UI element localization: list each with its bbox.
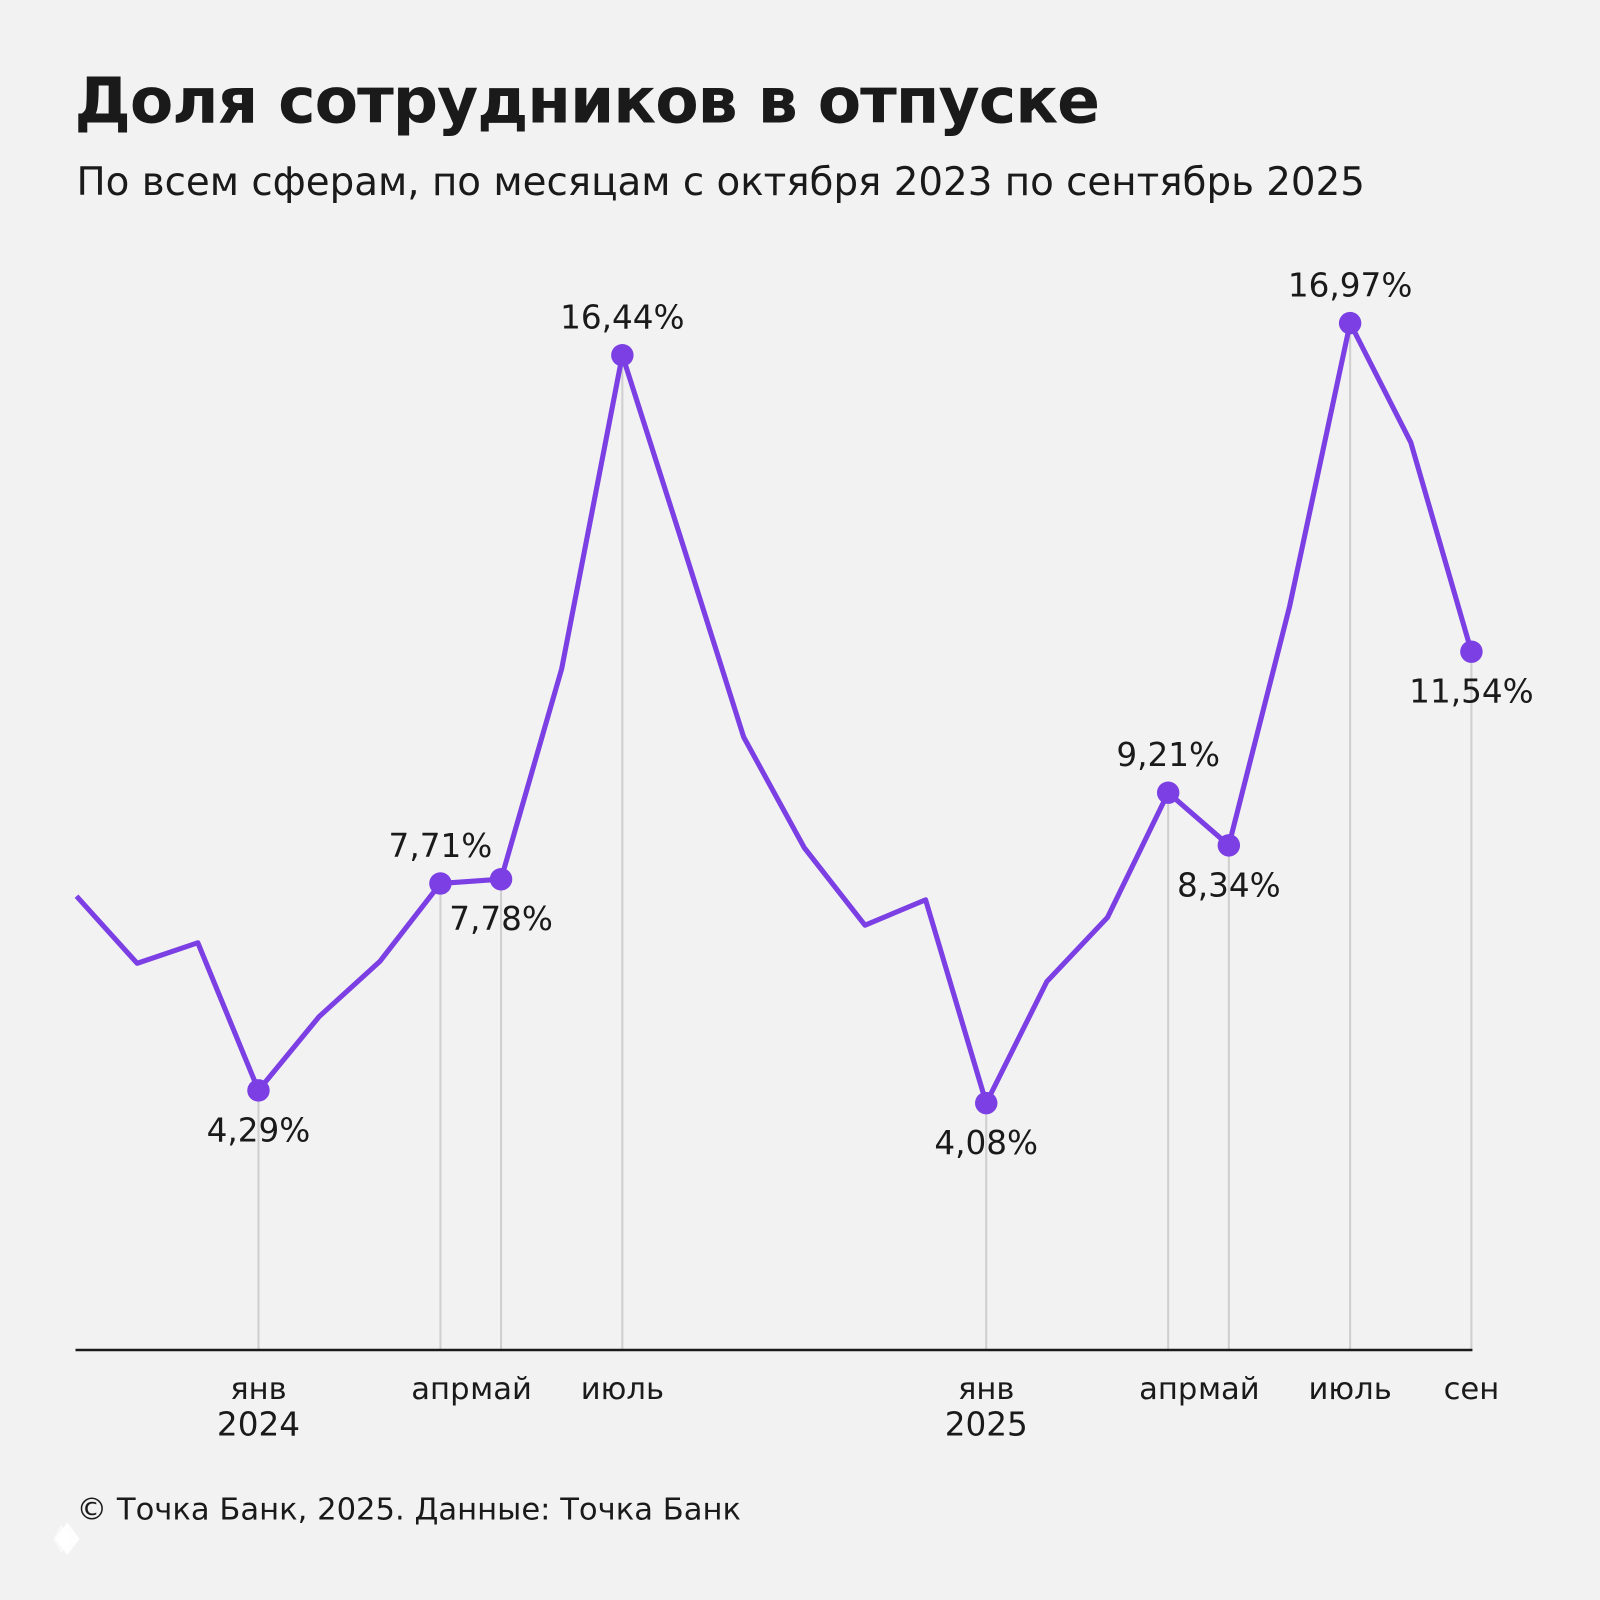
data-label: 16,44% — [560, 299, 684, 337]
data-point — [975, 1091, 998, 1115]
data-point — [247, 1079, 270, 1102]
x-tick-label: июль — [1308, 1372, 1391, 1407]
x-tick-label: янв — [958, 1372, 1014, 1407]
x-tick-label: апр — [411, 1372, 469, 1407]
data-point — [1156, 781, 1180, 804]
data-label: 7,71% — [389, 827, 493, 865]
x-tick-label: май — [470, 1372, 532, 1407]
data-label: 16,97% — [1288, 267, 1412, 305]
chart-title: Доля сотрудников в отпуске — [74, 63, 1100, 138]
data-point — [1460, 640, 1483, 663]
x-tick-year: 2025 — [945, 1406, 1028, 1444]
data-label: 4,29% — [207, 1111, 311, 1149]
x-tick-label: сен — [1444, 1372, 1500, 1407]
data-label: 9,21% — [1116, 736, 1220, 774]
data-point — [1338, 311, 1362, 335]
chart-subtitle: По всем сферам, по месяцам с октября 202… — [76, 159, 1365, 205]
data-label: 7,78% — [449, 900, 553, 938]
data-label: 11,54% — [1409, 673, 1533, 711]
x-tick-label: янв — [230, 1372, 286, 1407]
x-tick-year: 2024 — [217, 1406, 300, 1444]
x-tick-label: июль — [581, 1372, 664, 1407]
data-point — [611, 343, 634, 367]
data-point — [489, 867, 513, 891]
data-point — [1217, 834, 1241, 857]
data-label: 4,08% — [934, 1124, 1038, 1162]
data-point — [429, 872, 452, 895]
data-label: 8,34% — [1177, 866, 1281, 904]
source-footer: © Точка Банк, 2025. Данные: Точка Банк — [76, 1491, 741, 1528]
tochka-logo-icon — [53, 1522, 80, 1556]
x-tick-label: апр — [1139, 1372, 1197, 1407]
series-line — [74, 320, 1474, 1106]
x-tick-label: май — [1198, 1372, 1260, 1407]
